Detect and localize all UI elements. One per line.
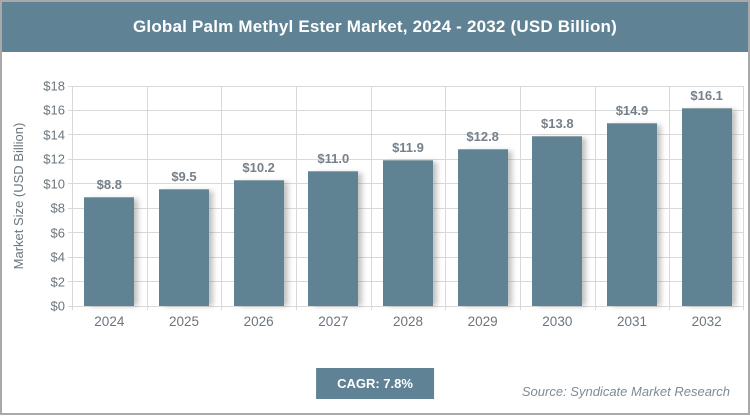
bar [606,122,657,306]
bar-slot: $10.2 [221,86,296,306]
bar [158,188,209,306]
x-tick-label: 2026 [243,314,274,329]
bar [681,108,732,306]
h-gridline [68,85,744,87]
x-tick-label: 2025 [168,314,199,329]
v-gridline [743,86,744,310]
bar-value-label: $10.2 [242,160,275,176]
h-gridline [68,109,744,111]
y-tick-label: $8 [50,200,65,216]
v-gridline [296,86,297,310]
bar-slot: $11.9 [371,86,446,306]
v-gridline [146,86,148,310]
x-axis-labels: 2024 2025 2026 2027 2028 2029 2030 2031 2032 [72,314,744,334]
v-gridline [221,86,223,310]
bar-value-label: $13.8 [541,116,574,132]
h-gridline [68,305,744,307]
chart-title-bar: Global Palm Methyl Ester Market, 2024 - … [2,2,748,52]
bar [233,180,284,306]
x-tick-label: 2031 [616,314,647,329]
cagr-badge: CAGR: 7.8% [316,368,434,399]
y-tick-label: $6 [50,225,65,241]
v-gridline [520,86,521,310]
bar-slot: $16.1 [669,86,744,306]
bar-value-label: $16.1 [690,88,723,104]
y-tick-label: $10 [43,176,65,192]
bar-slot: $14.9 [595,86,670,306]
bar-value-label: $11.0 [317,150,350,166]
x-tick-label: 2029 [467,314,498,329]
bar-value-label: $12.8 [466,128,499,144]
y-tick-label: $4 [50,249,65,265]
bar-slot: $8.8 [72,86,147,306]
h-gridline [68,134,744,136]
bar [532,136,583,306]
x-tick-label: 2030 [542,314,573,329]
y-tick-label: $0 [50,298,65,314]
bar-value-label: $14.9 [615,102,649,118]
bar-slot: $13.8 [520,86,595,306]
y-axis-line [72,86,73,310]
bar-slot: $11.0 [296,86,371,306]
x-tick-label: 2027 [318,314,349,329]
x-tick-label: 2032 [691,314,722,329]
x-tick-label: 2028 [392,314,423,329]
source-credit: Source: Syndicate Market Research [521,384,730,399]
bar-slot: $12.8 [445,86,520,306]
bar-slot: $9.5 [147,86,222,306]
bar-value-label: $9.5 [171,168,197,184]
v-gridline [445,86,447,310]
y-tick-label: $12 [43,151,65,167]
h-gridline [68,158,744,160]
x-tick-label: 2024 [94,314,125,329]
chart-title: Global Palm Methyl Ester Market, 2024 - … [133,17,617,36]
y-axis-tick-labels: $0 $2 $4 $6 $8 $10 $12 $14 $16 $18 [2,79,65,314]
y-tick-label: $2 [50,274,65,290]
cagr-label: CAGR: 7.8% [337,376,413,391]
bar-value-label: $8.8 [96,177,122,193]
bar [382,159,433,306]
bar-value-label: $11.9 [392,139,424,155]
v-gridline [594,86,596,310]
y-tick-label: $16 [43,102,65,118]
bar [308,170,359,306]
v-gridline [669,86,671,310]
y-tick-label: $18 [43,78,65,94]
v-gridline [370,86,372,310]
bar [84,197,135,306]
y-tick-label: $14 [43,127,65,143]
plot-area: $8.8 $9.5 $10.2 $11.0 $11.9 $12.8 $13.8 $14.9 $1… [68,85,744,310]
bar [457,148,508,306]
